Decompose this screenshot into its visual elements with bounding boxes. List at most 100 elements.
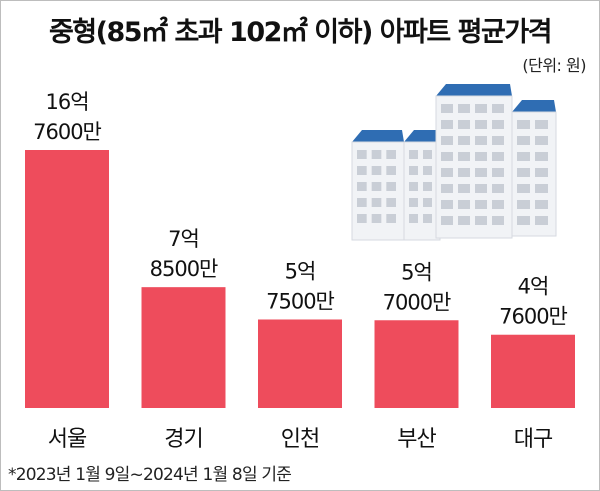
window bbox=[517, 152, 530, 161]
window bbox=[441, 136, 453, 145]
window bbox=[517, 184, 530, 193]
value-label-1: 16억 7600만 bbox=[33, 90, 101, 144]
window bbox=[371, 166, 382, 175]
window bbox=[441, 184, 453, 193]
value-label-line2: 7000만 bbox=[383, 290, 451, 314]
window bbox=[492, 120, 504, 129]
window bbox=[409, 198, 418, 207]
window bbox=[357, 214, 367, 223]
value-label-line1: 16억 bbox=[45, 90, 88, 114]
wall bbox=[435, 95, 513, 239]
window bbox=[517, 200, 530, 209]
window bbox=[423, 166, 432, 175]
window bbox=[357, 150, 367, 159]
window bbox=[475, 136, 487, 145]
window bbox=[492, 184, 504, 193]
window bbox=[458, 216, 470, 225]
window bbox=[458, 136, 470, 145]
window bbox=[517, 216, 530, 225]
roof bbox=[352, 130, 404, 142]
window bbox=[423, 182, 432, 191]
window bbox=[409, 166, 418, 175]
value-label-line1: 5억 bbox=[285, 259, 316, 283]
category-label-1: 서울 bbox=[48, 427, 87, 452]
window bbox=[409, 150, 418, 159]
value-label-line2: 7600만 bbox=[33, 120, 101, 144]
bar-2 bbox=[141, 287, 226, 408]
window bbox=[357, 198, 367, 207]
window bbox=[458, 104, 470, 113]
bars-group bbox=[25, 150, 575, 408]
window bbox=[535, 168, 548, 177]
chart-title: 중형(85㎡ 초과 102㎡ 이하) 아파트 평균가격 bbox=[48, 17, 553, 48]
window bbox=[475, 120, 487, 129]
window bbox=[535, 120, 548, 129]
window bbox=[409, 182, 418, 191]
window bbox=[475, 200, 487, 209]
window bbox=[371, 150, 382, 159]
apartment-buildings-illustration bbox=[351, 84, 557, 241]
window bbox=[441, 200, 453, 209]
window bbox=[458, 184, 470, 193]
window bbox=[441, 104, 453, 113]
window bbox=[492, 152, 504, 161]
window bbox=[458, 200, 470, 209]
window bbox=[535, 200, 548, 209]
window bbox=[386, 182, 396, 191]
value-label-line1: 7억 bbox=[168, 227, 199, 251]
bar-1 bbox=[25, 150, 109, 408]
window bbox=[492, 136, 504, 145]
window bbox=[386, 198, 396, 207]
window bbox=[357, 182, 367, 191]
building-4 bbox=[511, 100, 557, 237]
category-label-3: 인천 bbox=[281, 427, 319, 452]
roof bbox=[512, 100, 556, 112]
building-1 bbox=[351, 130, 405, 241]
window bbox=[458, 168, 470, 177]
category-label-5: 대구 bbox=[514, 427, 553, 452]
window bbox=[492, 104, 504, 113]
value-label-line2: 7500만 bbox=[266, 289, 334, 313]
window bbox=[517, 168, 530, 177]
value-label-line1: 5억 bbox=[401, 260, 432, 284]
window bbox=[475, 152, 487, 161]
window bbox=[423, 198, 432, 207]
window bbox=[535, 136, 548, 145]
window bbox=[441, 216, 453, 225]
roof bbox=[436, 84, 512, 96]
window bbox=[441, 152, 453, 161]
window bbox=[371, 198, 382, 207]
value-label-4: 5억 7000만 bbox=[383, 260, 451, 314]
window bbox=[371, 182, 382, 191]
building-2 bbox=[403, 130, 441, 241]
window bbox=[475, 168, 487, 177]
value-labels-group: 16억 7600만 7억 8500만 5억 7500만 5억 7000만 4억 7600만 bbox=[33, 90, 568, 329]
footnote: *2023년 1월 9일~2024년 1월 8일 기준 bbox=[8, 465, 292, 485]
value-label-5: 4억 7600만 bbox=[499, 275, 567, 329]
window bbox=[423, 214, 432, 223]
roof bbox=[404, 130, 440, 142]
window bbox=[535, 152, 548, 161]
window bbox=[492, 216, 504, 225]
category-label-2: 경기 bbox=[164, 427, 202, 452]
value-label-line2: 7600만 bbox=[499, 305, 567, 329]
category-labels-group: 서울 경기 인천 부산 대구 bbox=[48, 427, 554, 452]
bar-4 bbox=[374, 320, 459, 408]
window bbox=[492, 168, 504, 177]
category-label-4: 부산 bbox=[397, 427, 436, 452]
window bbox=[386, 214, 396, 223]
value-label-3: 5억 7500만 bbox=[266, 259, 334, 313]
window bbox=[458, 152, 470, 161]
value-label-line2: 8500만 bbox=[150, 257, 218, 281]
window bbox=[423, 150, 432, 159]
value-label-line1: 4억 bbox=[518, 275, 549, 299]
window bbox=[441, 168, 453, 177]
bar-3 bbox=[258, 319, 342, 408]
window bbox=[517, 136, 530, 145]
building-3 bbox=[435, 84, 513, 239]
window bbox=[441, 120, 453, 129]
window bbox=[517, 120, 530, 129]
window bbox=[535, 216, 548, 225]
window bbox=[458, 120, 470, 129]
